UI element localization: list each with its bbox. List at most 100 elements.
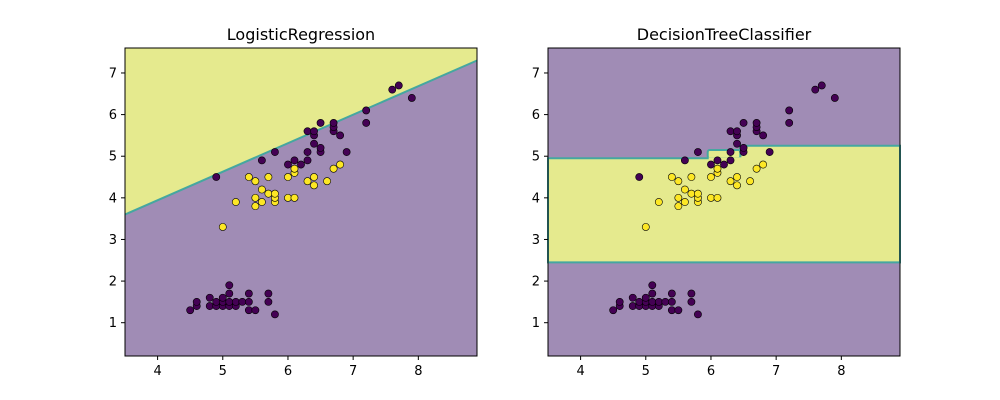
data-point-class-0 [271, 148, 279, 156]
y-tick-label: 2 [532, 275, 540, 290]
data-point-class-1 [251, 193, 260, 202]
data-point-class-1 [323, 177, 331, 186]
data-point-class-1 [231, 198, 240, 206]
data-point-class-0 [205, 302, 214, 310]
data-point-class-0 [726, 148, 735, 156]
data-point-class-1 [694, 189, 702, 198]
data-point-class-0 [628, 302, 637, 310]
data-point-class-0 [212, 173, 221, 181]
data-point-class-0 [628, 293, 637, 302]
data-point-class-1 [726, 177, 735, 186]
data-point-class-1 [674, 193, 683, 202]
data-point-class-0 [244, 297, 253, 306]
data-point-class-0 [303, 156, 312, 165]
data-point-class-1 [290, 193, 299, 202]
data-point-class-0 [707, 160, 715, 169]
y-tick-label: 6 [109, 108, 117, 123]
data-point-class-1 [752, 164, 761, 173]
y-tick-label: 2 [109, 275, 117, 290]
data-point-class-0 [687, 297, 696, 306]
y-tick-label: 3 [532, 233, 540, 248]
x-axis: 4 5 6 7 8 [576, 356, 845, 379]
data-point-class-0 [661, 297, 670, 306]
data-point-class-0 [225, 289, 234, 298]
data-point-class-0 [752, 119, 761, 127]
data-point-class-1 [687, 173, 696, 181]
data-point-class-1 [264, 173, 273, 181]
data-point-class-1 [713, 193, 722, 202]
data-point-class-0 [186, 306, 195, 315]
data-point-class-0 [225, 297, 234, 306]
data-point-class-0 [290, 156, 299, 165]
y-tick-label: 7 [109, 66, 117, 81]
data-point-class-0 [362, 106, 371, 115]
y-tick-label: 3 [109, 233, 117, 248]
y-axis: 1 2 3 4 5 6 7 [532, 66, 548, 331]
data-point-class-0 [680, 156, 689, 165]
data-point-class-0 [244, 306, 253, 315]
data-point-class-0 [316, 119, 325, 127]
x-tick-label: 4 [576, 364, 584, 379]
data-point-class-1 [251, 177, 260, 186]
data-point-class-0 [251, 306, 260, 315]
data-point-class-0 [271, 310, 279, 319]
data-point-class-1 [336, 160, 345, 169]
data-point-class-0 [264, 297, 273, 306]
y-tick-label: 4 [532, 191, 540, 206]
x-tick-label: 5 [219, 364, 227, 379]
decision-tree-panel: DecisionTreeClassifier 4 5 6 7 8 1 2 3 4 5 6 7 [532, 25, 901, 379]
data-point-class-1 [290, 164, 299, 173]
data-points [609, 81, 839, 319]
y-tick-label: 6 [532, 108, 540, 123]
data-point-class-0 [667, 297, 676, 306]
data-point-class-0 [648, 289, 657, 298]
data-point-class-1 [680, 198, 689, 206]
x-tick-label: 5 [642, 364, 650, 379]
data-point-class-0 [615, 297, 624, 306]
data-point-class-0 [694, 148, 702, 156]
data-point-class-0 [674, 306, 683, 315]
data-point-class-0 [733, 139, 741, 148]
data-point-class-0 [231, 297, 240, 306]
data-point-class-0 [648, 297, 657, 306]
data-point-class-0 [667, 289, 676, 298]
data-point-class-1 [329, 164, 338, 173]
data-point-class-0 [205, 293, 214, 302]
data-point-class-1 [707, 193, 715, 202]
data-point-class-0 [316, 143, 325, 152]
x-tick-label: 7 [772, 364, 780, 379]
x-tick-label: 7 [349, 364, 357, 379]
decision-regions [547, 48, 901, 356]
y-tick-label: 5 [532, 150, 540, 165]
y-tick-label: 5 [109, 150, 117, 165]
data-point-class-0 [641, 293, 650, 302]
data-point-class-0 [765, 148, 774, 156]
data-point-class-0 [720, 160, 728, 169]
data-point-class-0 [733, 127, 741, 136]
data-point-class-0 [635, 297, 644, 306]
data-point-class-0 [817, 81, 826, 90]
data-point-class-1 [733, 173, 741, 181]
data-point-class-0 [362, 119, 371, 127]
data-point-class-0 [635, 173, 644, 181]
data-point-class-0 [264, 289, 273, 298]
data-point-class-0 [811, 85, 820, 94]
data-point-class-0 [830, 94, 839, 102]
y-tick-label: 7 [532, 66, 540, 81]
data-point-class-1 [257, 198, 266, 206]
x-axis: 4 5 6 7 8 [153, 356, 422, 379]
data-point-class-0 [654, 297, 663, 306]
class-1-notch [706, 148, 742, 160]
data-point-class-0 [218, 293, 227, 302]
data-point-class-0 [667, 306, 676, 315]
data-point-class-1 [264, 189, 273, 198]
notch-join [708, 157, 743, 161]
data-point-class-0 [694, 310, 702, 319]
chart-title: DecisionTreeClassifier [637, 25, 812, 44]
data-point-class-0 [225, 281, 234, 290]
data-point-class-1 [310, 181, 318, 190]
data-point-class-1 [746, 177, 754, 186]
data-point-class-0 [310, 139, 318, 148]
plot-frame [124, 47, 478, 357]
